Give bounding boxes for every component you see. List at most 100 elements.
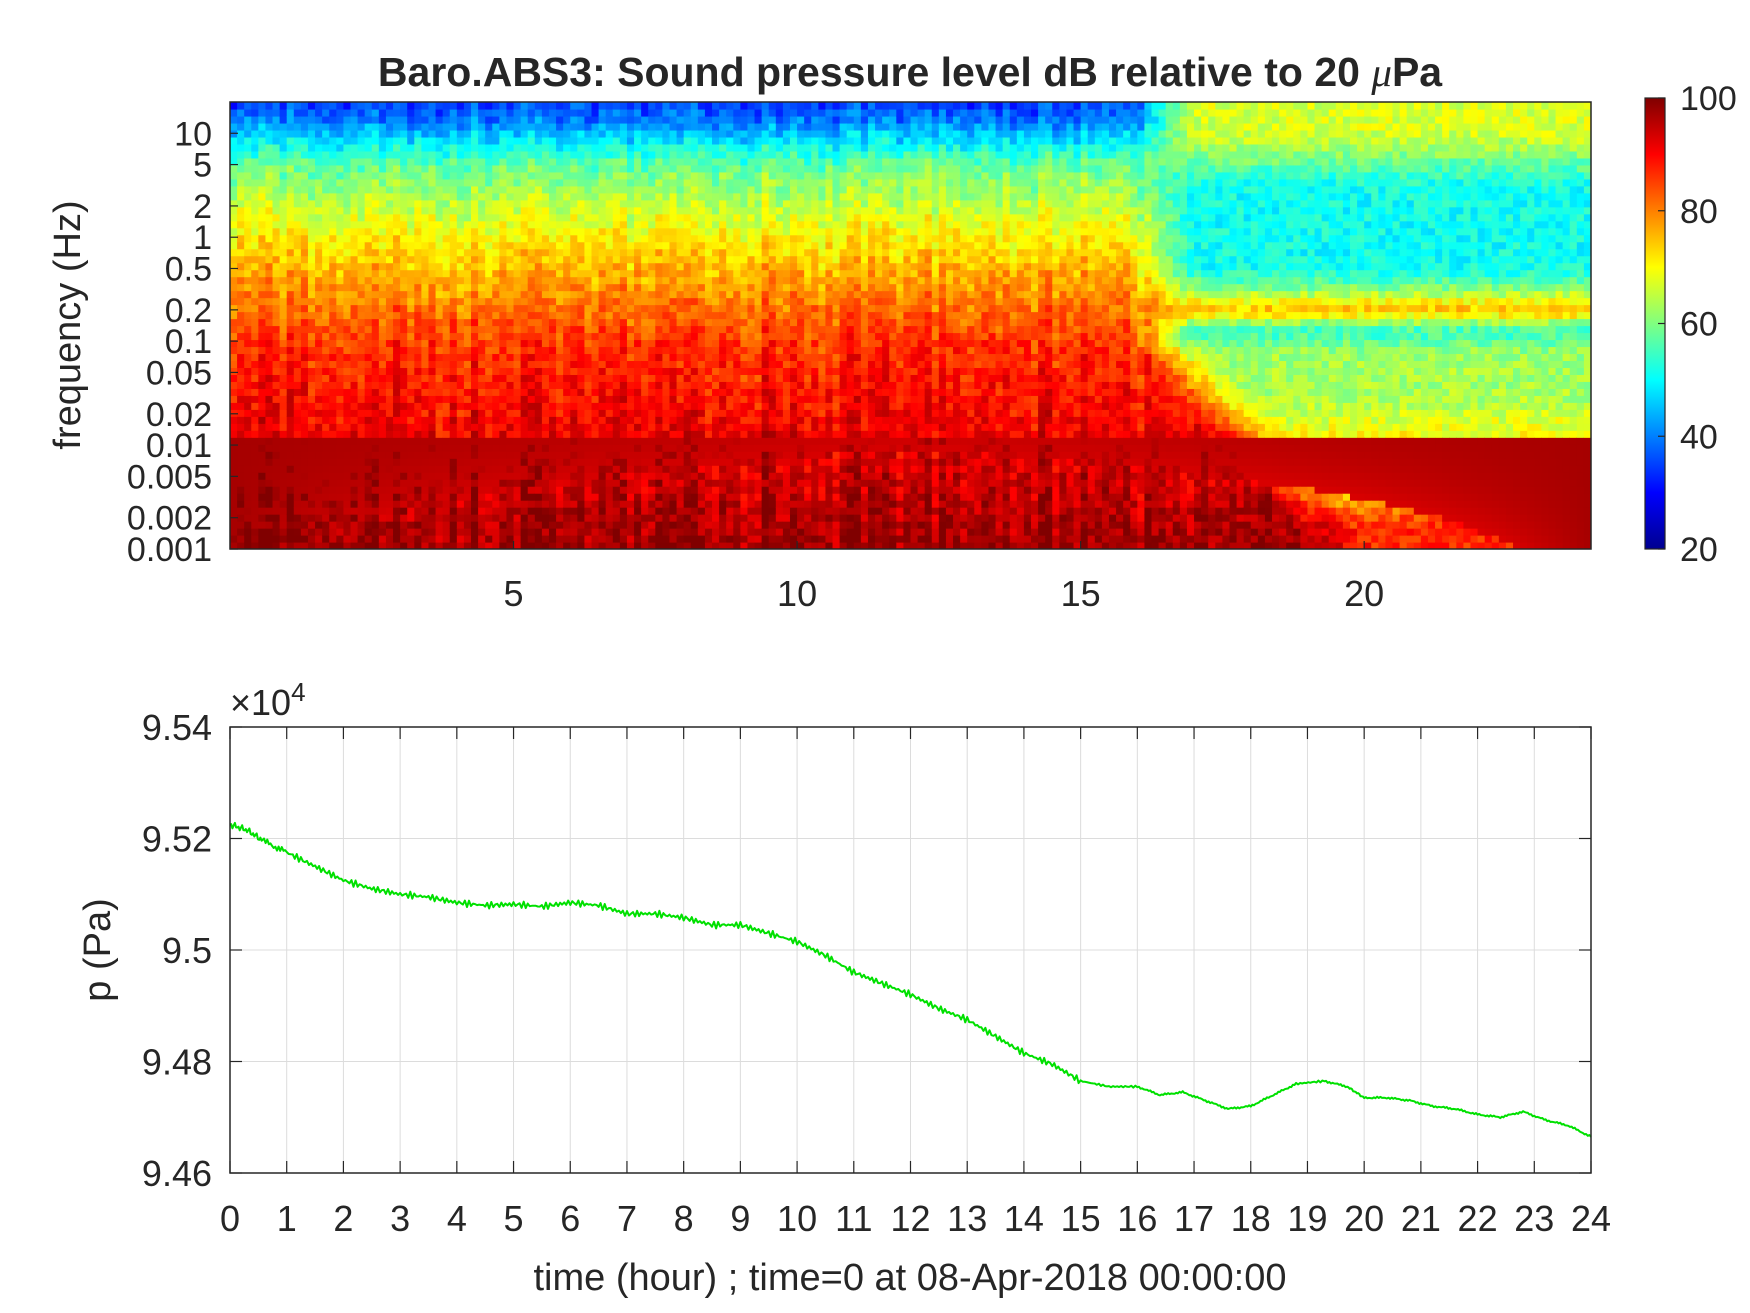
spectrogram-cell [449,507,458,515]
spectrogram-cell [527,409,536,417]
spectrogram-cell [499,311,508,320]
spectrogram-cell [499,430,508,438]
spectrogram-cell [449,493,458,501]
spectrogram-cell [619,332,628,341]
spectrogram-cell [733,339,741,348]
spectrogram-cell [541,108,550,117]
spectrogram-cell [449,458,458,466]
spectrogram-cell [577,157,586,166]
spectrogram-cell [371,535,380,543]
spectrogram-cell [258,108,267,117]
spectrogram-cell [371,262,380,271]
spectrogram-cell [385,388,394,396]
spectrogram-cell [754,423,763,431]
spectrogram-cell [733,395,741,403]
spectrogram-cell [527,122,536,131]
spectrogram-cell [485,234,493,243]
spectrogram-cell [428,262,437,271]
spectrogram-cell [726,409,734,417]
spectrogram-cell [733,122,741,131]
spectrogram-cell [662,318,671,327]
spectrogram-cell [237,115,245,124]
spectrogram-cell [428,220,437,229]
spectrogram-cell [378,367,387,375]
spectrogram-cell [712,367,720,375]
spectrogram-cell [286,486,295,494]
spectrogram-cell [378,521,387,529]
spectrogram-cell [754,388,763,396]
spectrogram-cell [598,255,607,264]
spectrogram-cell [230,276,238,285]
spectrogram-cell [244,486,252,494]
spectrogram-cell [591,248,600,257]
spectrogram-cell [272,136,281,145]
spectrogram-cell [265,346,274,355]
spectrogram-cell [520,150,529,159]
spectrogram-cell [584,521,593,529]
spectrogram-cell [641,143,649,152]
spectrogram-cell [577,542,586,549]
spectrogram-cell [563,157,571,166]
spectrogram-cell [435,102,444,110]
spectrogram-cell [378,325,387,334]
spectrogram-cell [619,367,628,375]
spectrogram-cell [371,472,380,480]
spectrogram-cell [591,220,600,229]
spectrogram-cell [761,535,770,543]
spectrogram-cell [230,171,238,180]
spectrogram-cell [598,157,607,166]
spectrogram-cell [244,248,252,257]
spectrogram-cell [421,199,430,208]
spectrogram-cell [315,451,323,459]
spectrogram-cell [428,241,437,250]
spectrogram-cell [683,234,692,243]
spectrogram-cell [747,311,756,320]
spectrogram-cell [244,395,252,403]
spectrogram-cell [683,241,692,250]
spectrogram-cell [704,353,713,362]
spectrogram-cell [371,339,380,348]
spectrogram-cell [520,437,529,445]
spectrogram-cell [230,185,238,194]
spectrogram-cell [761,150,770,159]
spectrogram-cell [733,332,741,341]
spectrogram-cell [676,332,685,341]
spectrogram-cell [265,269,274,278]
spectrogram-cell [605,234,614,243]
spectrogram-cell [733,528,741,536]
spectrogram-cell [719,150,727,159]
spectrogram-cell [697,157,706,166]
spectrogram-cell [563,102,571,110]
spectrogram-cell [534,360,543,368]
spectrogram-cell [315,374,323,382]
spectrogram-cell [598,185,607,194]
spectrogram-cell [570,360,578,368]
spectrogram-cell [258,318,267,327]
spectrogram-cell [548,234,557,243]
spectrogram-cell [435,185,444,194]
spectrogram-cell [385,318,394,327]
spectrogram-cell [690,290,699,299]
spectrogram-cell [683,451,692,459]
spectrogram-cell [740,178,749,187]
spectrogram-cell [697,395,706,403]
spectrogram-cell [662,437,671,445]
spectrogram-cell [641,276,649,285]
spectrogram-cell [329,234,337,243]
spectrogram-cell [740,269,749,278]
spectrogram-cell [563,276,571,285]
spectrogram-cell [541,479,550,487]
spectrogram-cell [754,311,763,320]
spectrogram-cell [506,521,515,529]
spectrogram-cell [364,486,373,494]
spectrogram-cell [350,339,359,348]
spectrogram-cell [350,388,359,396]
spectrogram-cell [463,402,472,410]
spectrogram-cell [591,346,600,355]
spectrogram-cell [364,339,373,348]
spectrogram-cell [329,423,337,431]
spectrogram-cell [733,472,741,480]
spectrogram-cell [520,514,529,522]
spectrogram-cell [598,227,607,236]
spectrogram-cell [548,493,557,501]
